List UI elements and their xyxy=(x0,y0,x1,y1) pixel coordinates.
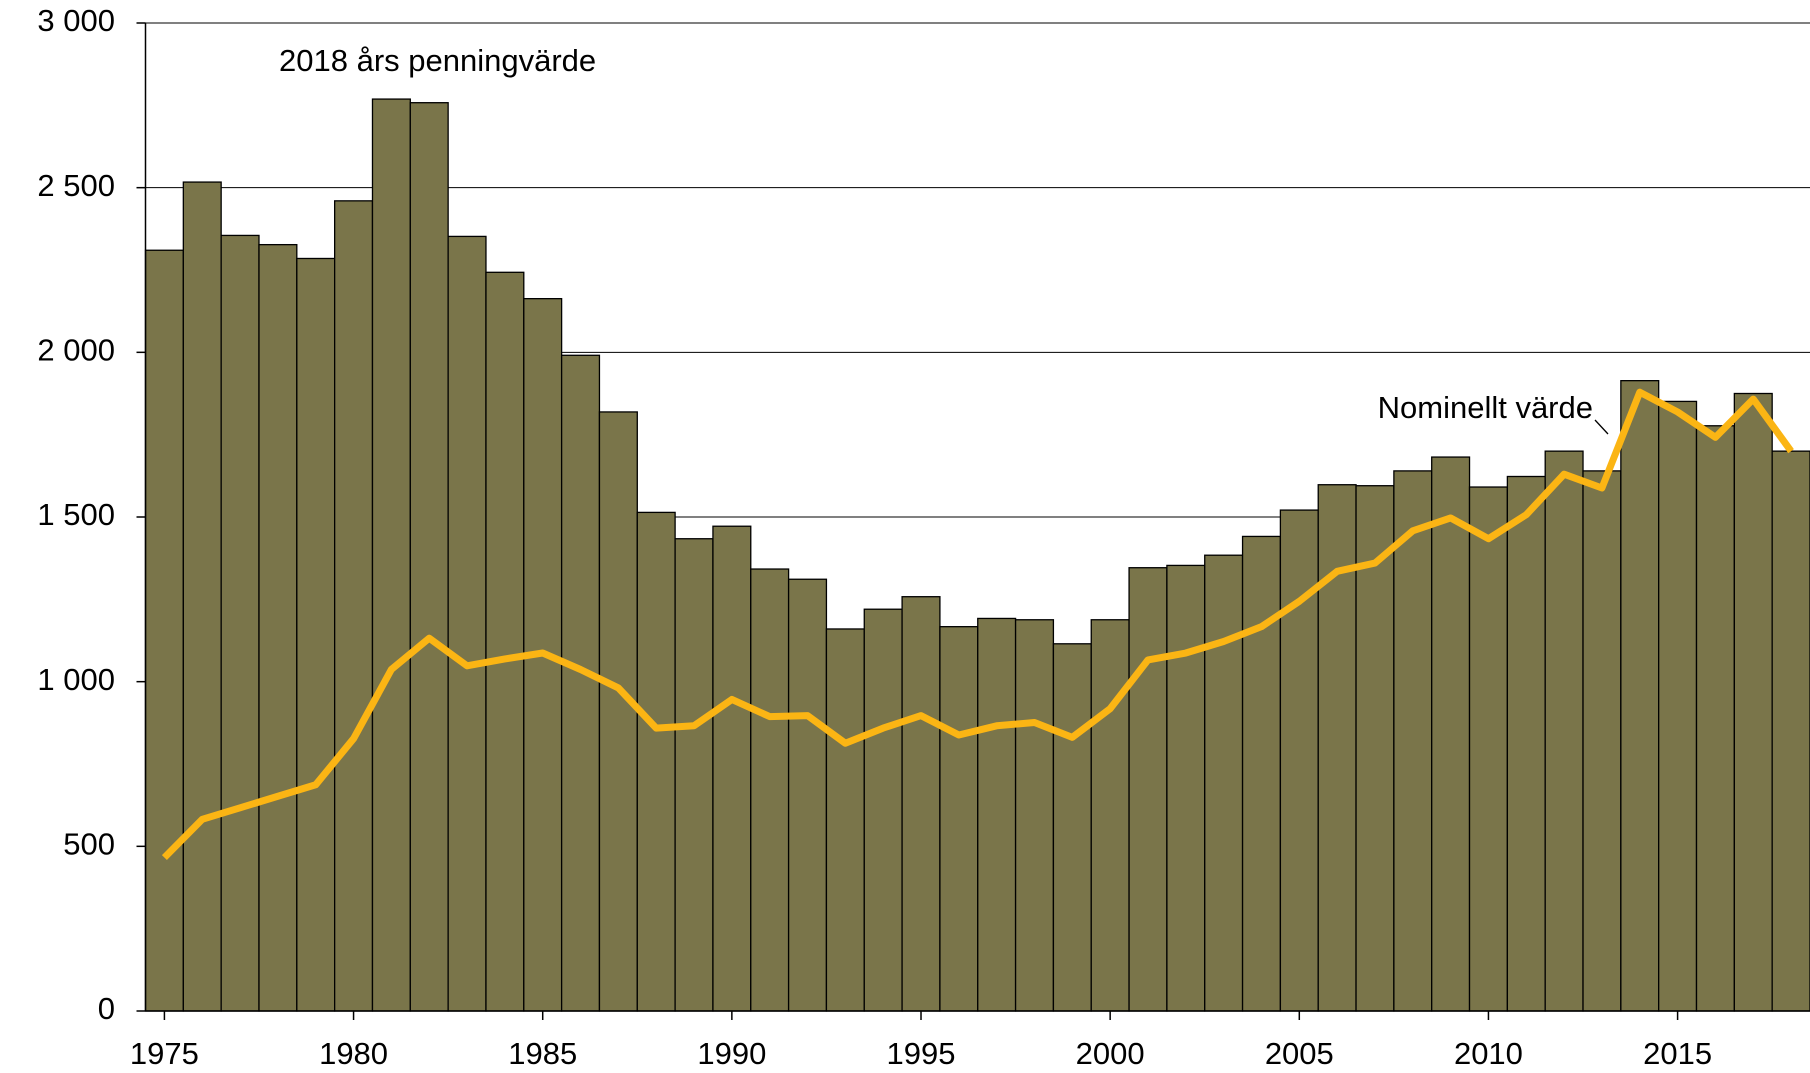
bar xyxy=(1695,425,1735,1012)
bar xyxy=(863,608,903,1012)
bar xyxy=(1317,484,1357,1012)
x-tick-label: 1990 xyxy=(697,1036,766,1071)
bar xyxy=(333,200,374,1012)
bar xyxy=(977,617,1017,1012)
y-tick-label: 3 000 xyxy=(37,3,115,38)
x-tick-label: 1980 xyxy=(319,1036,388,1071)
bar xyxy=(258,243,298,1012)
bar xyxy=(636,511,676,1012)
bar xyxy=(1052,643,1092,1012)
bar xyxy=(1431,456,1471,1012)
bar xyxy=(220,234,260,1012)
x-tick-label: 1985 xyxy=(508,1036,577,1071)
bar xyxy=(1544,450,1584,1012)
x-tick-label: 2010 xyxy=(1454,1036,1523,1071)
bar xyxy=(144,249,184,1012)
bar xyxy=(598,411,638,1012)
x-tick-label: 2015 xyxy=(1643,1036,1712,1071)
bar xyxy=(485,271,525,1012)
bar xyxy=(1279,509,1319,1012)
bar xyxy=(787,578,828,1012)
bar xyxy=(409,102,449,1012)
y-tick-label: 0 xyxy=(98,991,115,1026)
line xyxy=(161,388,1794,860)
bar xyxy=(1393,470,1433,1012)
bar xyxy=(1658,400,1698,1012)
bar xyxy=(1128,567,1168,1012)
bar xyxy=(712,525,752,1012)
bar xyxy=(1204,554,1244,1012)
bar xyxy=(447,235,487,1012)
y-tick-label: 2 000 xyxy=(37,333,115,368)
x-tick-label: 2005 xyxy=(1265,1036,1334,1071)
bar xyxy=(1620,380,1660,1012)
bar xyxy=(371,98,411,1012)
bar xyxy=(674,538,714,1012)
leader-line xyxy=(1594,419,1609,435)
bar xyxy=(1090,619,1130,1012)
x-tick-label: 1975 xyxy=(130,1036,199,1071)
bar xyxy=(182,181,222,1012)
bar xyxy=(750,568,790,1012)
bar xyxy=(1582,470,1622,1012)
bar xyxy=(1506,475,1546,1012)
y-tick-label: 2 500 xyxy=(37,168,115,203)
bar xyxy=(939,626,979,1012)
y-tick-label: 1 500 xyxy=(37,497,115,532)
bar xyxy=(1771,450,1810,1012)
bar xyxy=(1241,535,1282,1012)
bar xyxy=(296,257,336,1012)
x-tick-label: 1995 xyxy=(887,1036,956,1071)
series-label: 2018 års penningvärde xyxy=(279,43,596,78)
bar xyxy=(1014,619,1055,1012)
bar xyxy=(1733,392,1773,1012)
bar xyxy=(1468,486,1509,1012)
bar xyxy=(901,596,941,1012)
y-tick-label: 1 000 xyxy=(37,662,115,697)
bar xyxy=(825,628,865,1012)
bar xyxy=(1166,564,1206,1012)
bar xyxy=(560,354,601,1012)
x-tick-label: 2000 xyxy=(1076,1036,1145,1071)
y-tick-label: 500 xyxy=(63,827,115,862)
series-label: Nominellt värde xyxy=(1378,390,1593,425)
